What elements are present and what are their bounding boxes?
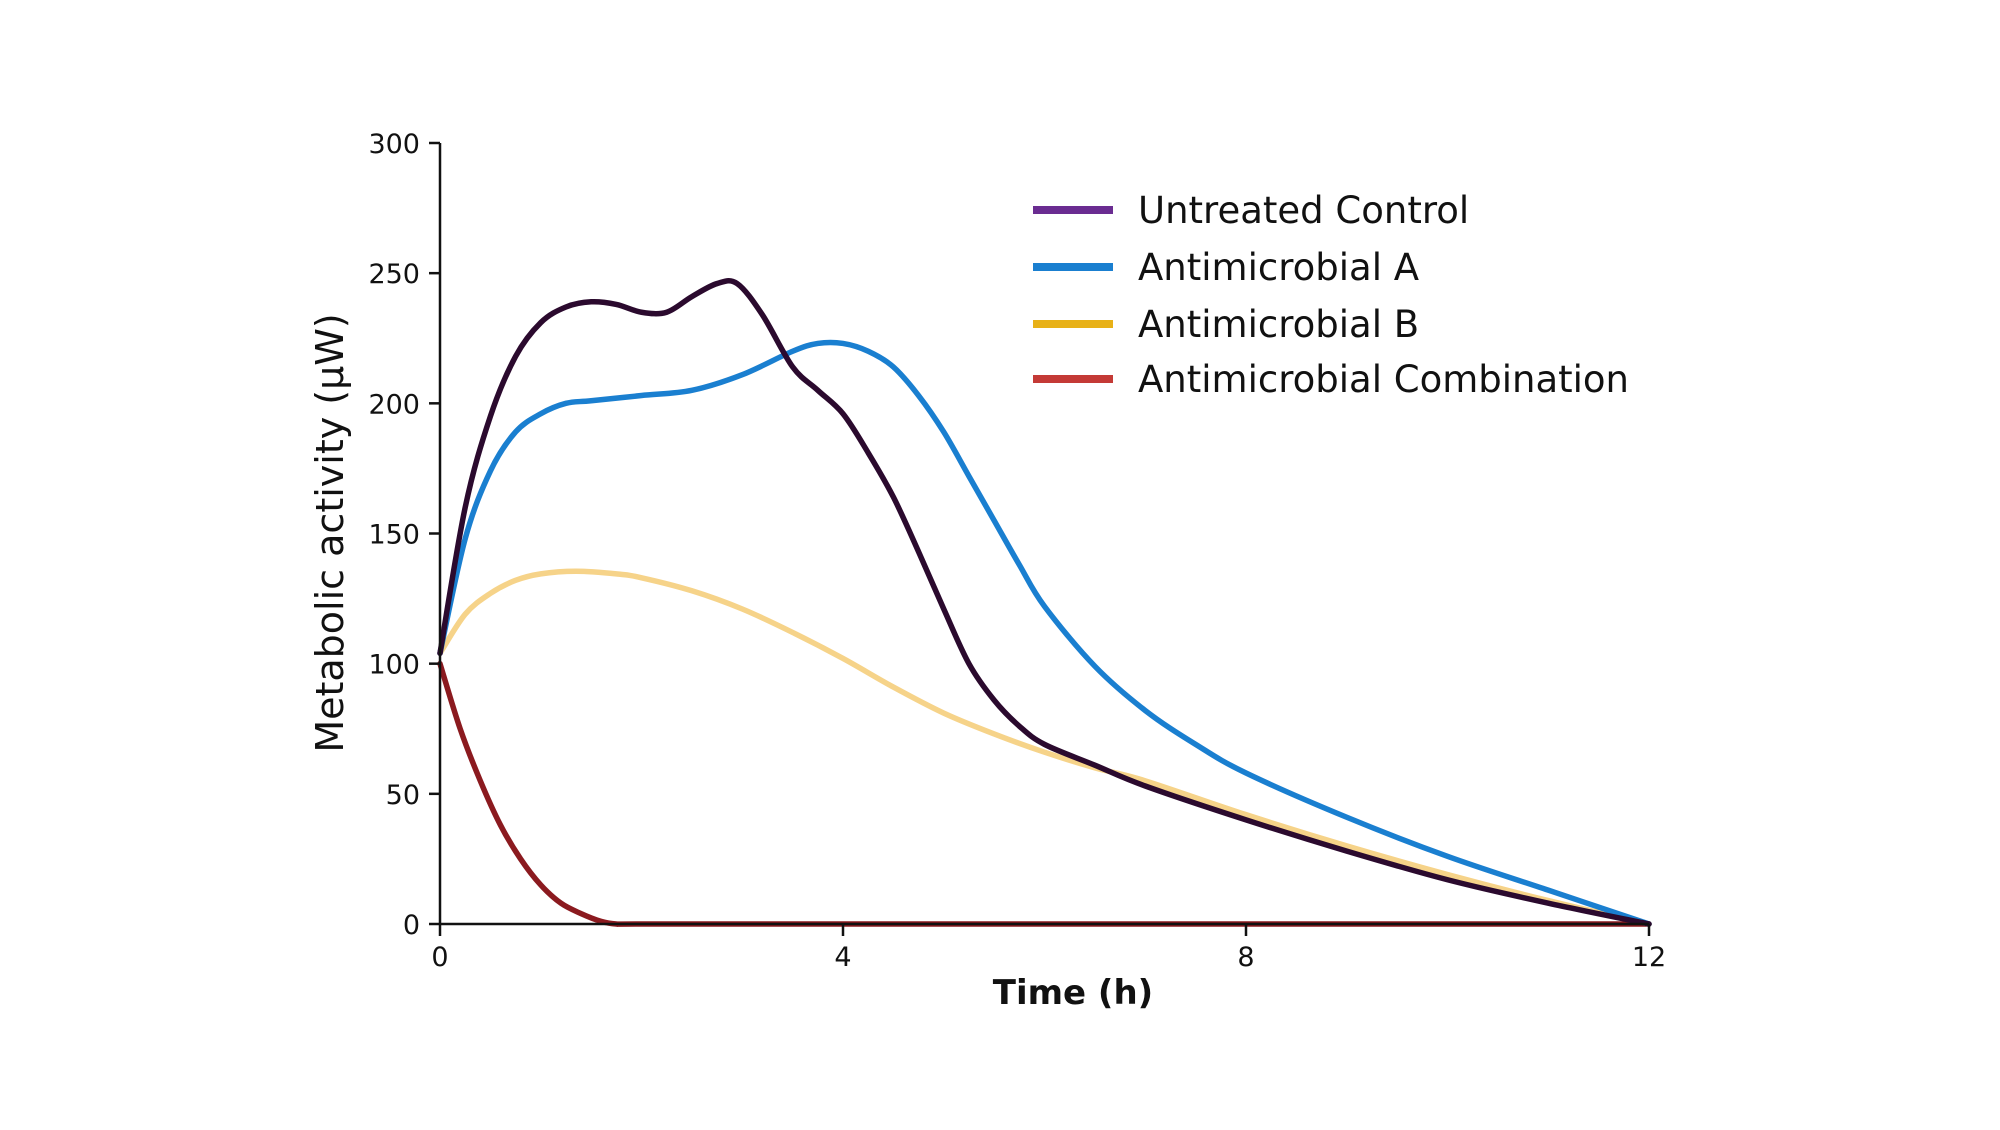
series-line-untreated-control [437,277,1652,927]
x-tick-label: 0 [431,942,448,973]
legend-item-antimicrobial-a: Antimicrobial A [1033,246,1419,289]
legend: Untreated Control Antimicrobial A Antimicr… [1033,189,1629,401]
y-tick-label: 200 [368,389,420,420]
legend-label: Antimicrobial A [1138,246,1419,289]
plot-area: 0 50 100 150 200 250 300 0 4 8 12 [368,129,1666,973]
y-tick-label: 0 [403,910,420,941]
y-axis-title: Metabolic activity (μW) [308,313,352,752]
x-tick-label: 8 [1237,942,1254,973]
x-tick-label: 12 [1632,942,1666,973]
y-tick-label: 50 [386,780,420,811]
legend-label: Untreated Control [1138,189,1469,232]
legend-label: Antimicrobial Combination [1138,358,1629,401]
legend-item-antimicrobial-b: Antimicrobial B [1033,303,1419,346]
legend-label: Antimicrobial B [1138,303,1419,346]
legend-item-untreated-control: Untreated Control [1033,189,1469,232]
y-tick-label: 250 [368,259,420,290]
series-line-antimicrobial-a [437,339,1652,927]
y-tick-label: 300 [368,129,420,160]
series-line-antimicrobial-b [437,568,1652,927]
y-axis-ticks: 0 50 100 150 200 250 300 [368,129,440,941]
y-tick-label: 100 [368,650,420,681]
legend-item-antimicrobial-combination: Antimicrobial Combination [1033,358,1629,401]
y-tick-label: 150 [368,520,420,551]
x-axis-ticks: 0 4 8 12 [431,924,1666,973]
x-axis-title: Time (h) [993,973,1153,1013]
x-tick-label: 4 [834,942,851,973]
